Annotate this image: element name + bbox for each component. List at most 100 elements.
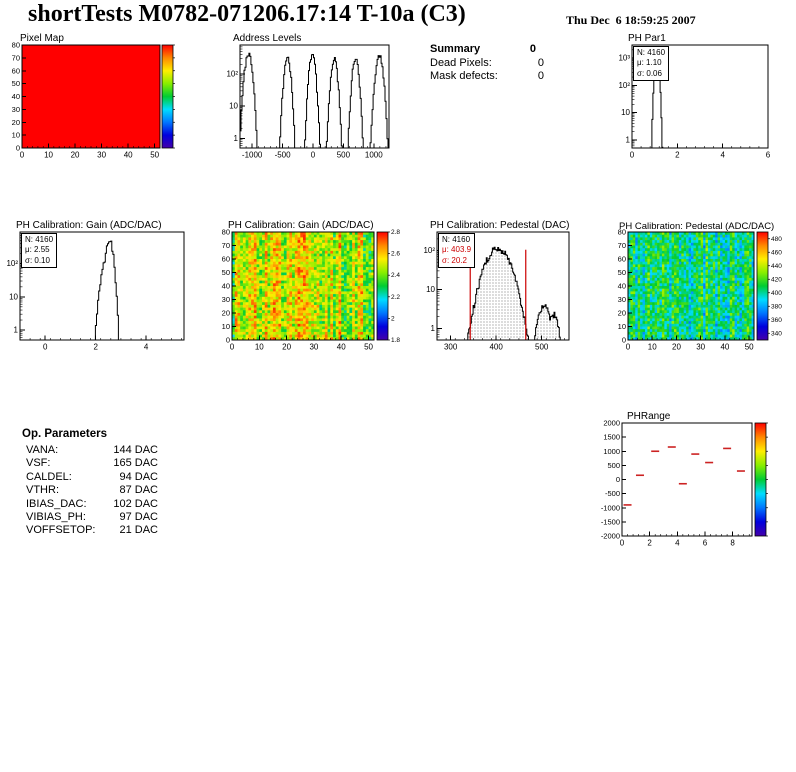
svg-text:50: 50: [618, 268, 626, 277]
svg-text:60: 60: [618, 255, 626, 264]
svg-text:50: 50: [222, 268, 230, 277]
svg-text:340: 340: [771, 330, 782, 337]
svg-text:2.8: 2.8: [391, 229, 400, 236]
svg-text:0: 0: [630, 151, 635, 160]
op-param-label: VIBIAS_PH:: [26, 511, 86, 524]
op-param-value: 102 DAC: [113, 497, 158, 510]
op-param-row-vibias-ph: VIBIAS_PH: 97 DAC: [22, 511, 158, 524]
svg-text:30: 30: [618, 295, 626, 304]
stats-rms: σ: 0.06: [637, 68, 662, 78]
ph-par1-stats-box: N: 4160 μ: 1.10 σ: 0.06: [633, 46, 670, 82]
ph-range-plot-title: PHRange: [627, 411, 671, 422]
svg-text:60: 60: [222, 255, 230, 264]
svg-text:-500: -500: [605, 489, 620, 498]
svg-text:1: 1: [626, 135, 631, 144]
svg-text:1000: 1000: [365, 151, 383, 160]
summary-row-value: 0: [537, 56, 544, 69]
pixel-map-chart: 0 10 20 30 40 50 0 10 20 30 40 50 60 70 80: [12, 41, 175, 160]
svg-text:30: 30: [696, 343, 705, 352]
svg-text:2: 2: [675, 151, 680, 160]
svg-text:2.2: 2.2: [391, 294, 400, 301]
svg-text:0: 0: [622, 336, 626, 345]
svg-text:1: 1: [14, 326, 19, 335]
svg-text:6: 6: [766, 151, 771, 160]
timestamp: Thu Dec 6 18:59:25 2007: [566, 13, 696, 27]
svg-text:1: 1: [431, 324, 436, 333]
svg-text:300: 300: [444, 343, 458, 352]
svg-text:50: 50: [745, 343, 754, 352]
op-param-label: IBIAS_DAC:: [26, 497, 87, 510]
svg-text:80: 80: [12, 41, 20, 50]
svg-text:10: 10: [9, 292, 18, 301]
summary-row-dead-pixels: Dead Pixels: 0: [430, 57, 544, 71]
svg-text:380: 380: [771, 303, 782, 310]
svg-text:30: 30: [222, 295, 230, 304]
stats-mean: μ: 403.9: [442, 245, 472, 255]
svg-text:-1000: -1000: [601, 503, 620, 512]
svg-text:10: 10: [255, 343, 264, 352]
address-levels-chart: -1000 -500 0 500 1000 1 10 10²: [226, 44, 390, 160]
ph-range-chart: 0 2 4 6 8 2000 1500 1000 500 0 -500 -1000 -1500 -2000: [601, 419, 768, 548]
op-param-value: 94 DAC: [119, 470, 158, 483]
svg-text:420: 420: [771, 276, 782, 283]
svg-text:10³: 10³: [618, 54, 630, 63]
svg-text:8: 8: [730, 539, 735, 548]
op-param-value: 165 DAC: [113, 457, 158, 470]
op-parameters-block: Op. Parameters VANA: 144 DAC VSF: 165 DA…: [22, 428, 158, 538]
stats-mean: μ: 2.55: [25, 245, 50, 255]
summary-heading: Summary: [430, 43, 481, 55]
svg-text:0: 0: [626, 343, 631, 352]
svg-text:500: 500: [607, 461, 620, 470]
svg-text:480: 480: [771, 236, 782, 243]
svg-text:2: 2: [93, 343, 98, 352]
gain-map-chart: 0 10 20 30 40 50 0 10 20 30 40 50 60 70 80 2.8 2.6 2.4 2.2…: [222, 228, 401, 352]
svg-text:10²: 10²: [618, 81, 630, 90]
gain-hist-plot-title: PH Calibration: Gain (ADC/DAC): [16, 220, 162, 231]
svg-text:20: 20: [282, 343, 291, 352]
gain-hist-stats-box: N: 4160 μ: 2.55 σ: 0.10: [21, 233, 58, 269]
svg-text:1500: 1500: [603, 433, 620, 442]
svg-text:400: 400: [489, 343, 503, 352]
svg-text:2.4: 2.4: [391, 272, 400, 279]
svg-text:70: 70: [12, 53, 20, 62]
summary-total: 0: [529, 43, 536, 55]
op-param-value: 21 DAC: [119, 524, 158, 537]
svg-text:2000: 2000: [603, 419, 620, 428]
svg-text:80: 80: [618, 228, 626, 237]
op-param-label: VOFFSETOP:: [26, 524, 96, 537]
svg-text:40: 40: [720, 343, 729, 352]
svg-text:10²: 10²: [6, 259, 18, 268]
svg-text:4: 4: [720, 151, 725, 160]
summary-row-value: 0: [537, 70, 544, 82]
svg-text:-1500: -1500: [601, 517, 620, 526]
svg-text:2: 2: [391, 315, 395, 322]
op-param-row-vsf: VSF: 165 DAC: [22, 457, 158, 470]
svg-text:-1000: -1000: [242, 151, 263, 160]
svg-text:0: 0: [16, 144, 20, 153]
svg-text:10: 10: [44, 151, 53, 160]
svg-text:10: 10: [222, 322, 230, 331]
svg-text:70: 70: [618, 241, 626, 250]
svg-text:60: 60: [12, 66, 20, 75]
svg-text:50: 50: [12, 79, 20, 88]
svg-text:10²: 10²: [423, 246, 435, 255]
svg-text:0: 0: [311, 151, 316, 160]
summary-row-label: Dead Pixels:: [430, 56, 492, 69]
page-title: shortTests M0782-071206.17:14 T-10a (C3): [28, 1, 466, 27]
svg-text:500: 500: [337, 151, 351, 160]
summary-header-row: Summary 0: [430, 43, 544, 57]
svg-text:30: 30: [309, 343, 318, 352]
svg-text:1: 1: [234, 134, 239, 143]
svg-text:1.8: 1.8: [391, 337, 400, 344]
svg-text:-500: -500: [275, 151, 292, 160]
op-param-row-caldel: CALDEL: 94 DAC: [22, 471, 158, 484]
svg-text:50: 50: [150, 151, 159, 160]
op-param-label: VANA:: [26, 444, 59, 456]
stats-rms: σ: 0.10: [25, 255, 50, 265]
svg-text:20: 20: [12, 118, 20, 127]
svg-text:10: 10: [426, 285, 435, 294]
svg-text:10: 10: [12, 131, 20, 140]
svg-text:0: 0: [43, 343, 48, 352]
op-param-value: 97 DAC: [119, 511, 158, 524]
svg-text:40: 40: [618, 282, 626, 291]
